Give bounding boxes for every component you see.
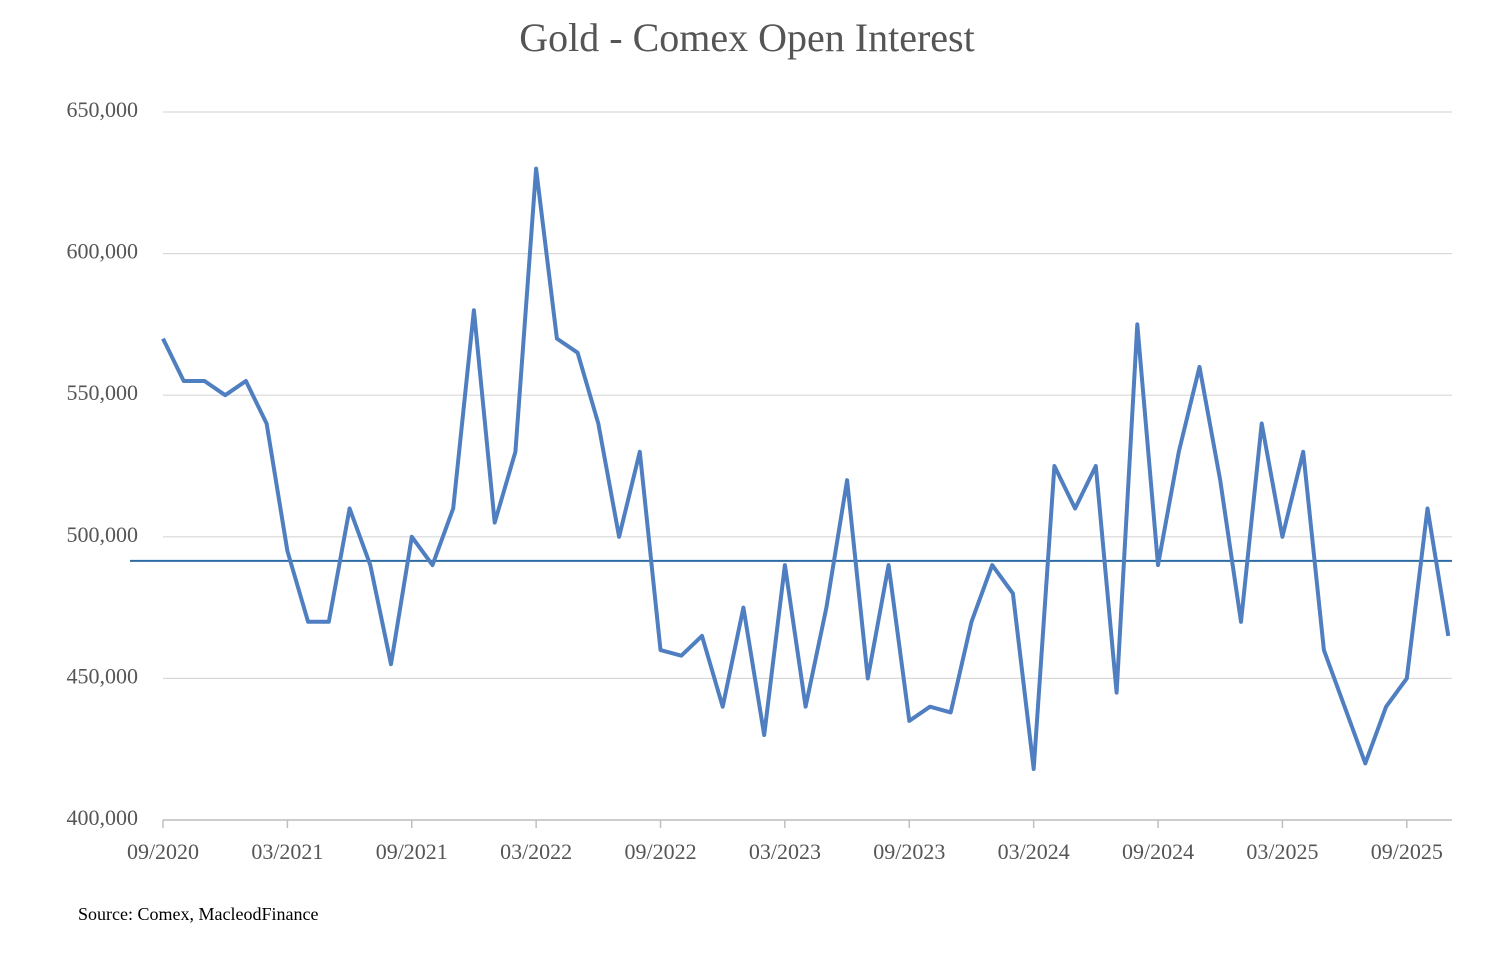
y-tick-label: 650,000 xyxy=(67,97,139,122)
source-note: Source: Comex, MacleodFinance xyxy=(78,904,318,924)
y-tick-label: 600,000 xyxy=(67,239,139,264)
x-tick-label: 09/2024 xyxy=(1122,839,1194,864)
x-tick-label: 03/2021 xyxy=(251,839,323,864)
y-tick-label: 500,000 xyxy=(67,522,139,547)
y-tick-label: 550,000 xyxy=(67,380,139,405)
x-tick-label: 09/2023 xyxy=(873,839,945,864)
x-tick-label: 03/2023 xyxy=(749,839,821,864)
chart-title: Gold - Comex Open Interest xyxy=(519,15,974,60)
y-tick-label: 400,000 xyxy=(67,805,139,830)
x-tick-label: 09/2022 xyxy=(624,839,696,864)
y-tick-label: 450,000 xyxy=(67,663,139,688)
x-tick-label: 03/2024 xyxy=(998,839,1070,864)
data-line xyxy=(161,166,1451,771)
x-tick-label: 09/2021 xyxy=(376,839,448,864)
x-tick-label: 03/2022 xyxy=(500,839,572,864)
x-tick-label: 03/2025 xyxy=(1246,839,1318,864)
x-tick-label: 09/2020 xyxy=(127,839,199,864)
x-tick-label: 09/2025 xyxy=(1371,839,1443,864)
